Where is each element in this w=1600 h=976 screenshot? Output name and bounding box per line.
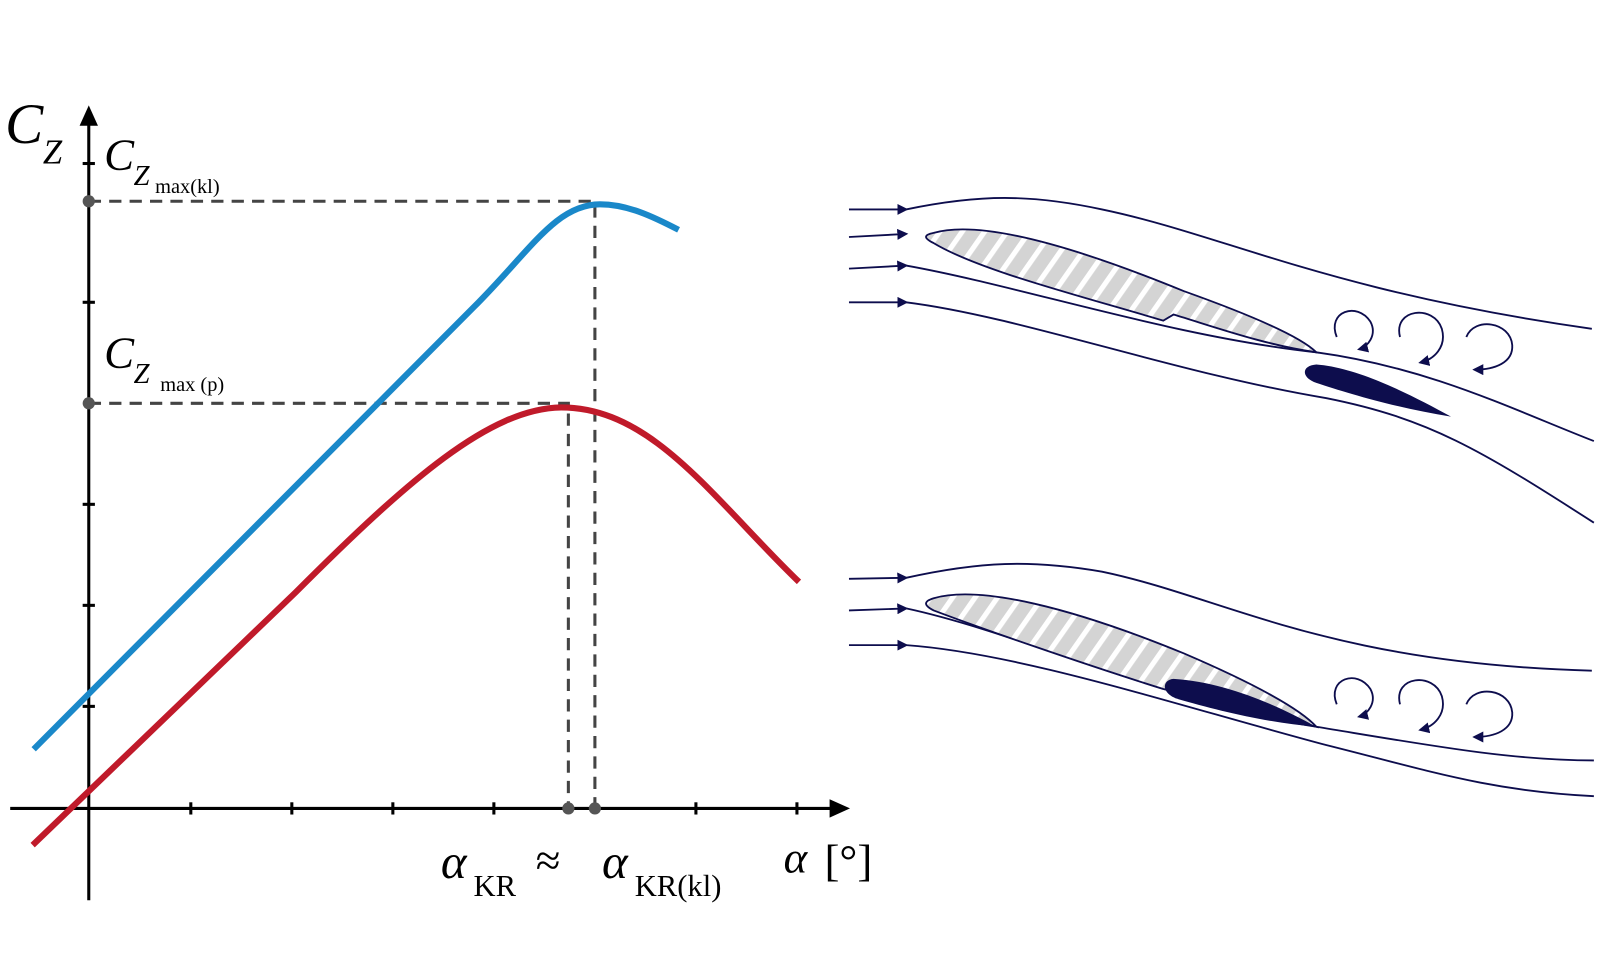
x-axis-label-symbol: α bbox=[784, 833, 809, 883]
czmax-kl-sub: Z bbox=[134, 161, 151, 192]
czmax-kl-subsub: max(kl) bbox=[155, 176, 220, 198]
curve-slotted bbox=[31, 201, 680, 752]
czmax-p-sub: Z bbox=[134, 359, 151, 390]
labels: C Z C Z max(kl) C Z max (p) α KR ≈ α KR(… bbox=[5, 93, 872, 903]
czmax-kl-main: C bbox=[104, 130, 135, 180]
approx: ≈ bbox=[536, 836, 561, 886]
airfoil-slotted bbox=[848, 197, 1595, 524]
axes bbox=[10, 105, 850, 901]
czmax-p-subsub: max (p) bbox=[160, 374, 224, 396]
alpha-kr-kl-sub: KR(kl) bbox=[635, 869, 722, 903]
curve-plain bbox=[30, 404, 802, 848]
alpha-kr-main: α bbox=[441, 834, 468, 889]
alpha-kr-kl-main: α bbox=[602, 834, 629, 889]
y-axis-label-sub: Z bbox=[43, 133, 63, 172]
airfoil-plain bbox=[848, 562, 1594, 798]
y-axis-label-main: C bbox=[5, 93, 44, 156]
alpha-kr-sub: KR bbox=[473, 869, 516, 903]
x-axis-label-unit: [°] bbox=[824, 836, 872, 886]
czmax-p-main: C bbox=[104, 328, 135, 378]
reference-lines bbox=[82, 195, 602, 815]
